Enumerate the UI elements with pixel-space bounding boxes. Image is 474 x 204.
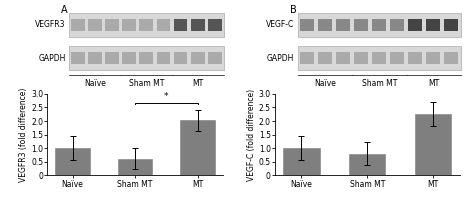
Bar bbox=[118, 159, 152, 175]
Bar bbox=[181, 121, 215, 175]
Y-axis label: VEGFR3 (fold difference): VEGFR3 (fold difference) bbox=[19, 88, 28, 182]
Bar bbox=[444, 19, 458, 31]
Bar bbox=[122, 52, 136, 64]
Bar bbox=[156, 52, 170, 64]
Bar bbox=[372, 52, 386, 64]
Bar bbox=[415, 114, 451, 175]
Bar bbox=[298, 13, 461, 37]
Text: VEGF-C: VEGF-C bbox=[266, 20, 294, 29]
Bar bbox=[444, 52, 458, 64]
Text: GAPDH: GAPDH bbox=[38, 54, 66, 63]
Bar bbox=[55, 148, 90, 175]
Text: Sham MT: Sham MT bbox=[129, 79, 164, 88]
Text: A: A bbox=[61, 5, 68, 15]
Text: B: B bbox=[290, 5, 296, 15]
Bar bbox=[105, 19, 119, 31]
Bar bbox=[88, 52, 102, 64]
Bar bbox=[349, 154, 385, 175]
Text: MT: MT bbox=[428, 79, 439, 88]
Bar bbox=[372, 19, 386, 31]
Y-axis label: VEGF-C (fold difference): VEGF-C (fold difference) bbox=[247, 89, 256, 181]
Bar bbox=[408, 19, 422, 31]
Bar bbox=[390, 52, 404, 64]
Bar bbox=[88, 19, 102, 31]
Bar bbox=[156, 19, 170, 31]
Bar bbox=[336, 19, 350, 31]
Bar bbox=[70, 13, 224, 37]
Bar bbox=[71, 52, 84, 64]
Bar bbox=[71, 19, 84, 31]
Bar bbox=[139, 52, 153, 64]
Bar bbox=[300, 52, 314, 64]
Bar bbox=[208, 52, 222, 64]
Bar bbox=[174, 19, 187, 31]
Bar bbox=[408, 52, 422, 64]
Text: Naïve: Naïve bbox=[314, 79, 337, 88]
Bar bbox=[105, 52, 119, 64]
Text: *: * bbox=[164, 92, 169, 101]
Bar bbox=[426, 52, 440, 64]
Bar bbox=[298, 46, 461, 70]
Bar bbox=[208, 19, 222, 31]
Text: VEGFR3: VEGFR3 bbox=[35, 20, 66, 29]
Bar bbox=[283, 148, 319, 175]
Bar bbox=[70, 46, 224, 70]
Bar bbox=[122, 19, 136, 31]
Text: MT: MT bbox=[192, 79, 204, 88]
Bar bbox=[300, 19, 314, 31]
Bar bbox=[318, 52, 332, 64]
Text: Naïve: Naïve bbox=[84, 79, 106, 88]
Bar bbox=[426, 19, 440, 31]
Bar bbox=[139, 19, 153, 31]
Bar bbox=[318, 19, 332, 31]
Bar bbox=[390, 19, 404, 31]
Bar bbox=[191, 52, 205, 64]
Bar bbox=[354, 52, 368, 64]
Bar bbox=[336, 52, 350, 64]
Text: GAPDH: GAPDH bbox=[267, 54, 294, 63]
Text: Sham MT: Sham MT bbox=[362, 79, 397, 88]
Bar bbox=[354, 19, 368, 31]
Bar bbox=[191, 19, 205, 31]
Bar bbox=[174, 52, 187, 64]
